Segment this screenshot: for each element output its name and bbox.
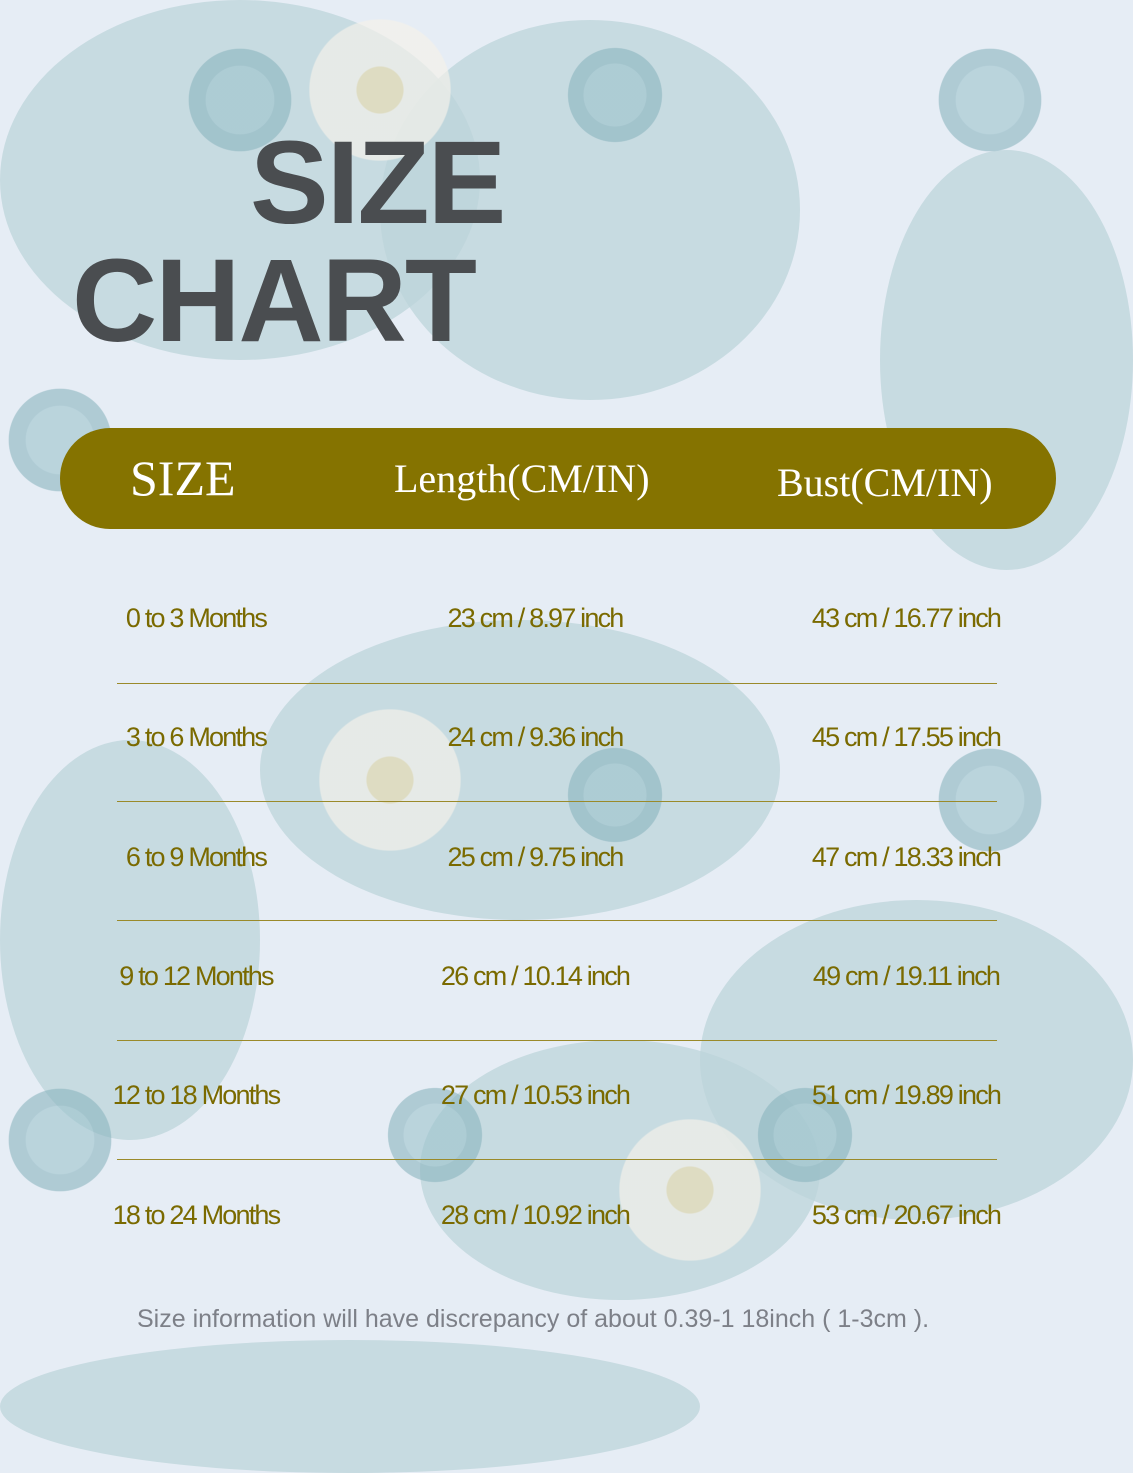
length-cell: 27 cm / 10.53 inch [440, 1080, 631, 1110]
size-cell: 0 to 3 Months [125, 603, 268, 633]
title-line-1: SIZE [250, 117, 506, 249]
turtle-icon [380, 1080, 490, 1190]
table-row: 12 to 18 Months 27 cm / 10.53 inch 51 cm… [0, 1080, 1133, 1120]
bust-cell: 43 cm / 16.77 inch [811, 603, 1002, 633]
size-cell: 12 to 18 Months [112, 1080, 281, 1110]
title-line-2: CHART [72, 235, 477, 367]
turtle-icon [750, 1080, 860, 1190]
table-row: 3 to 6 Months 24 cm / 9.36 inch 45 cm / … [0, 722, 1133, 762]
turtle-icon [930, 740, 1050, 860]
size-cell: 3 to 6 Months [125, 722, 268, 752]
header-size: SIZE [130, 450, 236, 506]
size-cell: 9 to 12 Months [119, 961, 274, 991]
blob-shape [0, 740, 260, 1140]
header-length: Length(CM/IN) [394, 456, 650, 501]
bust-cell: 49 cm / 19.11 inch [812, 961, 1001, 991]
header-bust: Bust(CM/IN) [777, 460, 993, 505]
table-row: 0 to 3 Months 23 cm / 8.97 inch 43 cm / … [0, 603, 1133, 643]
row-divider [117, 1159, 997, 1160]
length-cell: 25 cm / 9.75 inch [447, 842, 624, 872]
turtle-icon [560, 40, 670, 150]
table-row: 18 to 24 Months 28 cm / 10.92 inch 53 cm… [0, 1200, 1133, 1240]
table-header: SIZE Length(CM/IN) Bust(CM/IN) [60, 428, 1056, 529]
turtle-icon [180, 40, 300, 160]
blob-shape [0, 1340, 700, 1473]
turtle-icon [0, 1080, 120, 1200]
table-row: 6 to 9 Months 25 cm / 9.75 inch 47 cm / … [0, 842, 1133, 882]
row-divider [117, 683, 997, 684]
turtle-icon [560, 740, 670, 850]
length-cell: 23 cm / 8.97 inch [447, 603, 624, 633]
bust-cell: 51 cm / 19.89 inch [811, 1080, 1002, 1110]
length-cell: 28 cm / 10.92 inch [440, 1200, 631, 1230]
bust-cell: 53 cm / 20.67 inch [811, 1200, 1002, 1230]
length-cell: 26 cm / 10.14 inch [440, 961, 631, 991]
row-divider [117, 920, 997, 921]
size-cell: 18 to 24 Months [112, 1200, 281, 1230]
size-cell: 6 to 9 Months [125, 842, 268, 872]
row-divider [117, 801, 997, 802]
bust-cell: 47 cm / 18.33 inch [811, 842, 1002, 872]
turtle-icon [930, 40, 1050, 160]
bust-cell: 45 cm / 17.55 inch [811, 722, 1002, 752]
table-row: 9 to 12 Months 26 cm / 10.14 inch 49 cm … [0, 961, 1133, 1001]
row-divider [117, 1040, 997, 1041]
discrepancy-note: Size information will have discrepancy o… [137, 1305, 930, 1333]
length-cell: 24 cm / 9.36 inch [447, 722, 624, 752]
flower-icon [290, 0, 470, 180]
flower-icon [300, 690, 480, 870]
